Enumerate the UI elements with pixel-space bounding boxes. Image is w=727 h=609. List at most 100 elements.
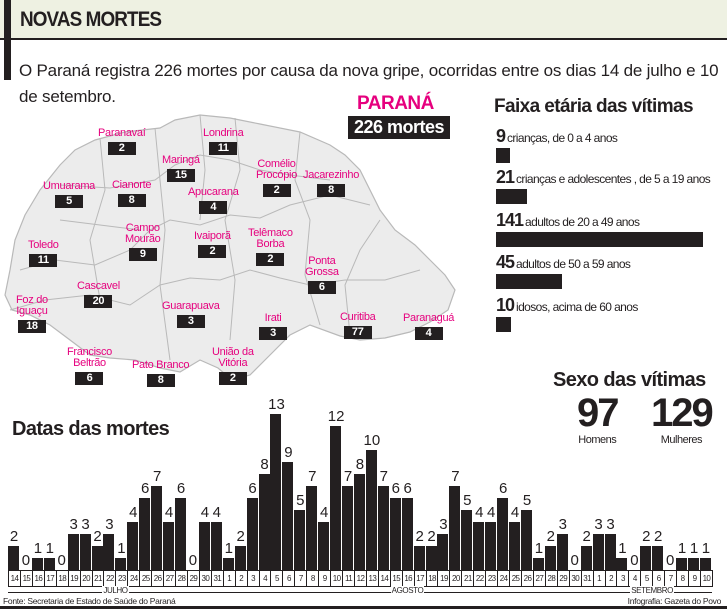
date-tick: 6 [282, 570, 295, 587]
date-tick: 22 [103, 570, 116, 587]
bar-fill [330, 426, 342, 570]
bar-fill [318, 522, 330, 570]
bar-fill [425, 546, 437, 570]
date-bar: 3 [67, 380, 80, 570]
bar-fill [91, 546, 103, 570]
city-label: Cianorte 8 [112, 180, 151, 207]
city-deaths: 4 [414, 327, 443, 340]
sex-women: 129 Mulheres [651, 391, 714, 446]
bar-value: 1 [45, 540, 54, 557]
date-bar: 0 [569, 380, 581, 570]
city-deaths: 6 [75, 372, 104, 385]
city-label: Campo Mourão 9 [125, 223, 161, 261]
month-label: AGOSTO [390, 586, 425, 595]
bar-fill [497, 498, 509, 570]
accent-bar [4, 0, 11, 80]
bar-fill [365, 450, 377, 570]
date-bar: 6 [246, 380, 259, 570]
city-deaths: 11 [29, 254, 58, 267]
age-label: adultos de 50 a 59 anos [516, 257, 631, 271]
bar-fill [258, 474, 270, 570]
age-bar [496, 148, 510, 163]
bar-fill [67, 534, 79, 570]
date-tick: 4 [628, 570, 641, 587]
bar-value: 0 [188, 552, 198, 569]
date-tick: 13 [365, 570, 378, 587]
city-deaths: 8 [146, 374, 175, 387]
bar-fill [389, 498, 401, 570]
bar-value: 5 [522, 492, 532, 509]
age-bar [496, 189, 527, 204]
age-count: 10 [496, 295, 515, 315]
city-label: Irati 3 [259, 313, 287, 340]
city-name: Comélio Procópio [256, 158, 298, 181]
bar-fill [306, 486, 318, 570]
date-tick: 2 [604, 570, 617, 587]
bar-fill [532, 558, 544, 570]
date-bar: 4 [210, 380, 223, 570]
city-label: Toledo 11 [28, 240, 59, 267]
date-bar: 1 [222, 380, 235, 570]
bar-value: 13 [268, 396, 285, 413]
city-deaths: 4 [199, 201, 228, 214]
bar-fill [43, 558, 55, 570]
date-tick: 6 [652, 570, 665, 587]
bar-value: 8 [355, 456, 365, 473]
date-bar: 7 [449, 380, 461, 570]
bottom-rule [0, 606, 727, 609]
city-label: Maringá 15 [162, 155, 200, 182]
age-count: 9 [496, 126, 506, 146]
bar-value: 6 [176, 480, 186, 497]
bar-value: 7 [308, 468, 317, 485]
bar-fill [31, 558, 43, 570]
month-label: SETEMBRO [630, 586, 674, 595]
bar-fill [652, 546, 664, 570]
age-count: 141 [496, 210, 524, 230]
bar-value: 7 [379, 468, 388, 485]
bar-value: 7 [451, 468, 460, 485]
bar-value: 0 [57, 552, 66, 569]
city-name: Paranavaí [98, 127, 146, 139]
date-tick: 29 [556, 570, 569, 587]
date-bar: 0 [187, 380, 199, 570]
bar-fill [688, 558, 699, 570]
date-tick: 11 [342, 570, 355, 587]
date-tick: 16 [401, 570, 414, 587]
city-label: Paranavaí 2 [98, 127, 146, 155]
date-tick: 1 [222, 570, 235, 587]
bar-fill [282, 462, 294, 570]
city-label: Ponta Grossa 6 [305, 256, 339, 294]
date-bar: 2 [91, 380, 104, 570]
bar-value: 10 [363, 432, 381, 449]
age-count: 45 [496, 252, 515, 272]
date-tick: 10 [699, 570, 712, 587]
date-tick: 25 [509, 570, 522, 587]
city-deaths: 6 [307, 281, 336, 294]
date-bar: 1 [616, 380, 628, 570]
women-count: 129 [651, 391, 714, 435]
city-name: Cascavel [77, 280, 120, 292]
bar-value: 4 [200, 504, 210, 521]
city-name: Cianorte [112, 179, 152, 191]
age-bar [496, 232, 703, 247]
bar-fill [139, 498, 151, 570]
date-tick: 27 [532, 570, 545, 587]
city-label: Curitiba 77 [340, 312, 376, 339]
date-tick: 31 [580, 570, 593, 587]
city-deaths: 9 [128, 248, 157, 261]
bar-fill [234, 546, 246, 570]
city-label: Umuarama 5 [43, 181, 95, 208]
date-tick: 4 [258, 570, 271, 587]
city-label: União da Vitória 2 [212, 347, 254, 385]
date-tick: 5 [640, 570, 653, 587]
age-group: 45 adultos de 50 a 59 anos [496, 252, 631, 289]
bar-value: 2 [654, 528, 663, 545]
date-bar: 4 [318, 380, 330, 570]
city-name: Maringá [162, 154, 200, 166]
date-tick: 18 [55, 570, 68, 587]
date-bar: 8 [353, 380, 366, 570]
city-name: Jacarezinho [303, 169, 360, 181]
bar-value: 6 [391, 480, 400, 497]
bar-value: 4 [320, 504, 329, 521]
date-tick: 8 [676, 570, 689, 587]
